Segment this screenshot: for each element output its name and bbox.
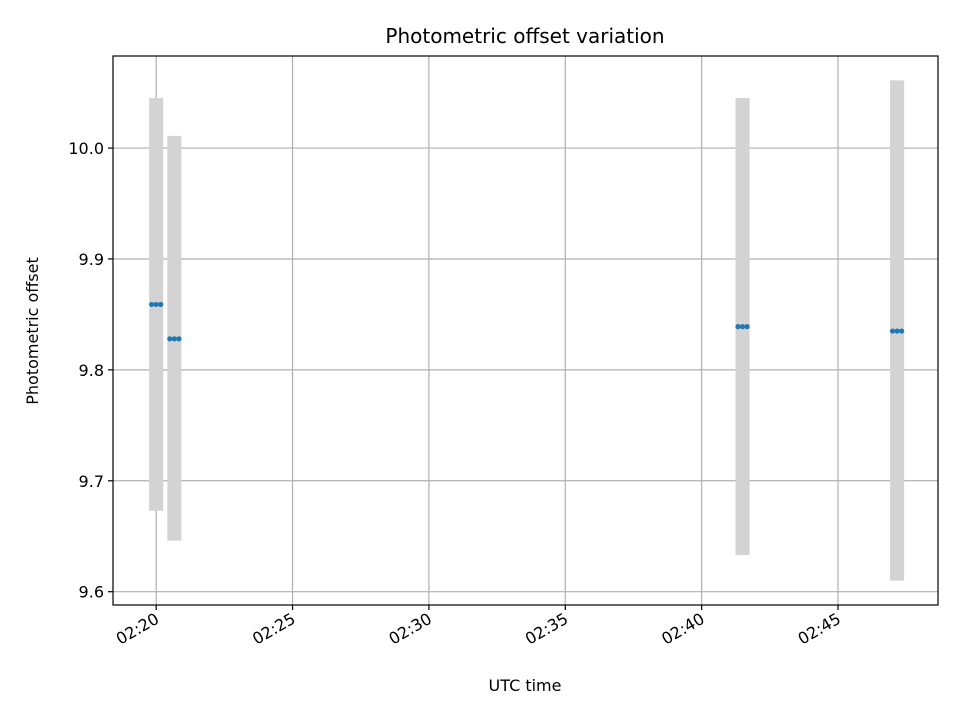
data-point (149, 301, 155, 308)
chart-title: Photometric offset variation (385, 24, 664, 48)
y-tick-label: 9.8 (79, 361, 104, 380)
data-points (149, 301, 905, 342)
data-point (744, 324, 750, 330)
data-point (899, 328, 905, 334)
data-point (735, 324, 741, 330)
y-tick-label: 10.0 (68, 139, 104, 158)
y-axis-ticks: 9.6 9.7 9.8 9.9 10.0 (68, 139, 113, 602)
y-tick-label: 9.6 (79, 583, 104, 602)
data-point (171, 336, 177, 342)
data-point (153, 301, 159, 308)
grid-lines (113, 56, 938, 605)
x-axis-label: UTC time (489, 676, 562, 695)
y-axis-label: Photometric offset (23, 257, 42, 405)
data-point (889, 328, 896, 334)
data-point (739, 324, 746, 330)
data-point (176, 336, 182, 342)
data-point (894, 328, 900, 334)
data-point (158, 301, 164, 308)
y-tick-label: 9.9 (79, 250, 104, 269)
y-tick-label: 9.7 (79, 472, 104, 491)
data-point (167, 336, 173, 342)
plot-frame (112, 55, 939, 606)
